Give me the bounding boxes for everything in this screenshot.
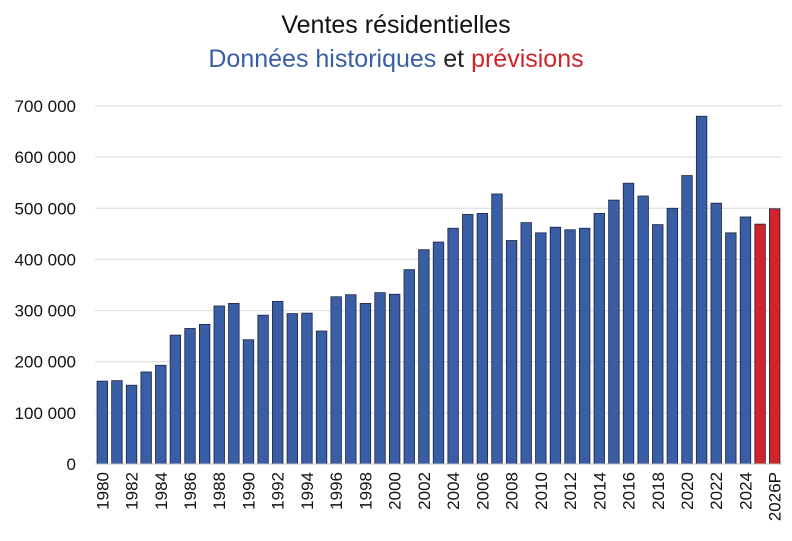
bar-2010 bbox=[535, 232, 547, 465]
bar-2012 bbox=[564, 229, 576, 465]
x-tick-label: 2020 bbox=[678, 472, 697, 510]
y-tick-label: 200 000 bbox=[15, 353, 76, 372]
bar-2007 bbox=[491, 193, 503, 465]
bar-forecast-2026P bbox=[769, 208, 781, 465]
chart-subtitle: Données historiques et prévisions bbox=[0, 42, 792, 76]
chart-title-block: Ventes résidentielles Données historique… bbox=[0, 8, 792, 76]
bar-1992 bbox=[272, 300, 284, 465]
bar-2014 bbox=[593, 212, 605, 465]
bar-1998 bbox=[359, 303, 372, 465]
bar-2013 bbox=[579, 227, 591, 465]
x-tick-label: 1988 bbox=[210, 472, 229, 510]
x-tick-label: 2006 bbox=[473, 472, 492, 510]
y-axis-tick-labels: 0 100 000 200 000 300 000 400 000 500 000 600 … bbox=[15, 97, 76, 474]
subtitle-forecast: prévisions bbox=[471, 45, 584, 73]
bar-2023 bbox=[725, 232, 737, 465]
bar-1993 bbox=[286, 313, 298, 465]
bar-1995 bbox=[315, 330, 328, 465]
y-tick-label: 0 bbox=[67, 455, 76, 474]
bar-2003 bbox=[432, 241, 445, 465]
bar-1986 bbox=[184, 328, 196, 465]
x-axis-tick-labels: 1980 1982 1984 1986 1988 1990 1992 1994 1996 1998… bbox=[93, 472, 784, 521]
x-tick-label: 1982 bbox=[123, 472, 142, 510]
bar-1999 bbox=[374, 292, 386, 465]
bar-2002 bbox=[418, 249, 430, 465]
x-tick-label: 2018 bbox=[649, 472, 668, 510]
x-tick-label: 2010 bbox=[532, 472, 551, 510]
bar-2021 bbox=[695, 115, 708, 465]
bar-2020 bbox=[681, 175, 693, 465]
bar-1988 bbox=[213, 305, 225, 465]
bar-1990 bbox=[242, 339, 255, 465]
x-tick-label: 1986 bbox=[181, 472, 200, 510]
y-tick-label: 400 000 bbox=[15, 250, 76, 269]
x-tick-label: 1994 bbox=[298, 472, 317, 510]
bar-1983 bbox=[140, 371, 152, 465]
bar-1991 bbox=[257, 314, 269, 465]
x-tick-label: 1980 bbox=[93, 472, 112, 510]
y-tick-label: 600 000 bbox=[15, 148, 76, 167]
y-tick-label: 700 000 bbox=[15, 97, 76, 116]
bar-2000 bbox=[388, 293, 401, 465]
x-tick-label: 1996 bbox=[327, 472, 346, 510]
bar-forecast-2025 bbox=[754, 223, 766, 465]
bar-2018 bbox=[652, 224, 664, 465]
bar-2001 bbox=[403, 269, 415, 465]
x-tick-label: 2002 bbox=[415, 472, 434, 510]
bar-1982 bbox=[125, 384, 138, 465]
x-tick-label: 2000 bbox=[386, 472, 405, 510]
bars bbox=[96, 115, 781, 465]
y-tick-label: 100 000 bbox=[15, 404, 76, 423]
y-tick-label: 300 000 bbox=[15, 302, 76, 321]
chart-title: Ventes résidentielles bbox=[281, 11, 511, 39]
bar-1997 bbox=[345, 294, 357, 465]
bar-2017 bbox=[637, 195, 649, 465]
x-tick-label: 1992 bbox=[269, 472, 288, 510]
bar-2019 bbox=[666, 207, 679, 465]
bar-2006 bbox=[476, 212, 489, 465]
x-tick-label: 1990 bbox=[239, 472, 258, 510]
x-tick-label: 2008 bbox=[503, 472, 522, 510]
x-tick-label: 2014 bbox=[590, 472, 609, 510]
x-tick-label: 2026P bbox=[766, 472, 785, 521]
bar-1985 bbox=[169, 334, 182, 465]
bar-2022 bbox=[710, 202, 722, 465]
bar-2016 bbox=[622, 182, 635, 465]
bar-1987 bbox=[198, 323, 211, 465]
bar-1994 bbox=[301, 312, 313, 465]
x-tick-label: 2024 bbox=[736, 472, 755, 510]
bar-2005 bbox=[462, 214, 474, 465]
x-tick-label: 2016 bbox=[620, 472, 639, 510]
bar-1996 bbox=[330, 296, 342, 465]
bar-1981 bbox=[111, 380, 123, 465]
bar-2004 bbox=[447, 227, 459, 465]
y-tick-label: 500 000 bbox=[15, 199, 76, 218]
subtitle-connector: et bbox=[443, 45, 465, 73]
x-tick-label: 2012 bbox=[561, 472, 580, 510]
bar-2009 bbox=[520, 222, 532, 465]
subtitle-historical: Données historiques bbox=[208, 45, 437, 73]
bar-2008 bbox=[505, 240, 518, 465]
x-tick-label: 1998 bbox=[356, 472, 375, 510]
bar-2024 bbox=[739, 216, 752, 465]
bar-2011 bbox=[549, 226, 562, 465]
x-tick-label: 2004 bbox=[444, 472, 463, 510]
bar-1989 bbox=[228, 303, 240, 465]
bar-1980 bbox=[96, 380, 108, 465]
x-tick-label: 2022 bbox=[707, 472, 726, 510]
bar-1984 bbox=[155, 364, 167, 465]
bar-2015 bbox=[608, 199, 620, 465]
x-tick-label: 1984 bbox=[152, 472, 171, 510]
